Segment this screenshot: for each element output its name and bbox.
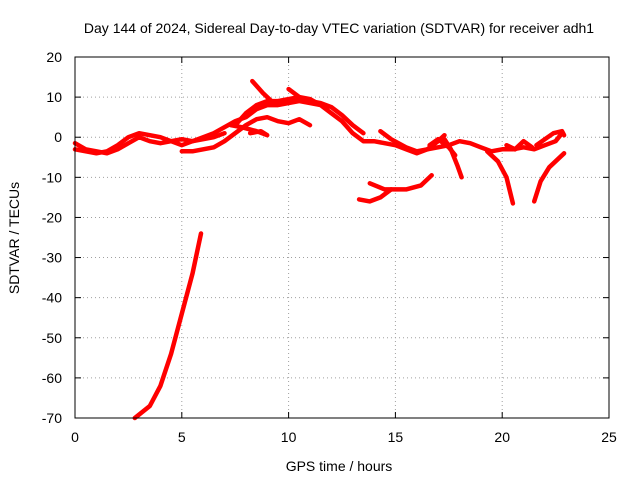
series-arc-1 <box>72 98 565 156</box>
y-tick-label: -70 <box>42 410 62 426</box>
x-axis-label: GPS time / hours <box>286 458 393 474</box>
y-tick-label: -20 <box>42 209 62 225</box>
series-arc-2 <box>72 130 227 156</box>
series-group <box>72 78 567 421</box>
y-tick-label: -30 <box>42 250 62 266</box>
series-arc-17 <box>534 128 567 148</box>
y-axis-label: SDTVAR / TECUs <box>6 182 22 294</box>
chart-title: Day 144 of 2024, Sidereal Day-to-day VTE… <box>84 20 594 36</box>
series-arc-4 <box>179 114 313 154</box>
series-arc-13 <box>427 136 458 158</box>
tick-labels: 0 5 10 15 20 25 20 10 0 -10 -20 -30 -40 -50 -60 -70 <box>42 49 617 445</box>
y-tick-label: -10 <box>42 169 62 185</box>
y-tick-label: 20 <box>46 49 62 65</box>
x-tick-label: 25 <box>601 429 617 445</box>
series-arc-9 <box>356 187 394 204</box>
series-arc-10 <box>367 173 434 192</box>
y-tick-label: -50 <box>42 330 62 346</box>
x-tick-label: 5 <box>178 429 186 445</box>
y-tick-label: -40 <box>42 290 62 306</box>
x-tick-label: 15 <box>388 429 404 445</box>
y-tick-label: 10 <box>46 89 62 105</box>
y-tick-label: -60 <box>42 370 62 386</box>
series-arc-16 <box>531 151 567 204</box>
series-arc-8 <box>228 122 270 138</box>
series-arc-6 <box>250 78 274 104</box>
x-tick-label: 10 <box>281 429 297 445</box>
plot-frame <box>74 56 610 419</box>
series-arc-15 <box>504 138 535 152</box>
x-tick-label: 20 <box>494 429 510 445</box>
axes <box>74 56 610 419</box>
series-arc-7 <box>286 86 323 108</box>
y-tick-label: 0 <box>54 129 62 145</box>
x-tick-label: 0 <box>71 429 79 445</box>
series-arc-3 <box>132 231 204 421</box>
series-arc-14 <box>484 149 516 206</box>
grid <box>75 57 609 418</box>
